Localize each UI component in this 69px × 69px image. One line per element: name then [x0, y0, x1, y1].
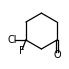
- Text: F: F: [19, 46, 25, 56]
- Text: Cl: Cl: [8, 35, 17, 45]
- Text: O: O: [53, 50, 61, 60]
